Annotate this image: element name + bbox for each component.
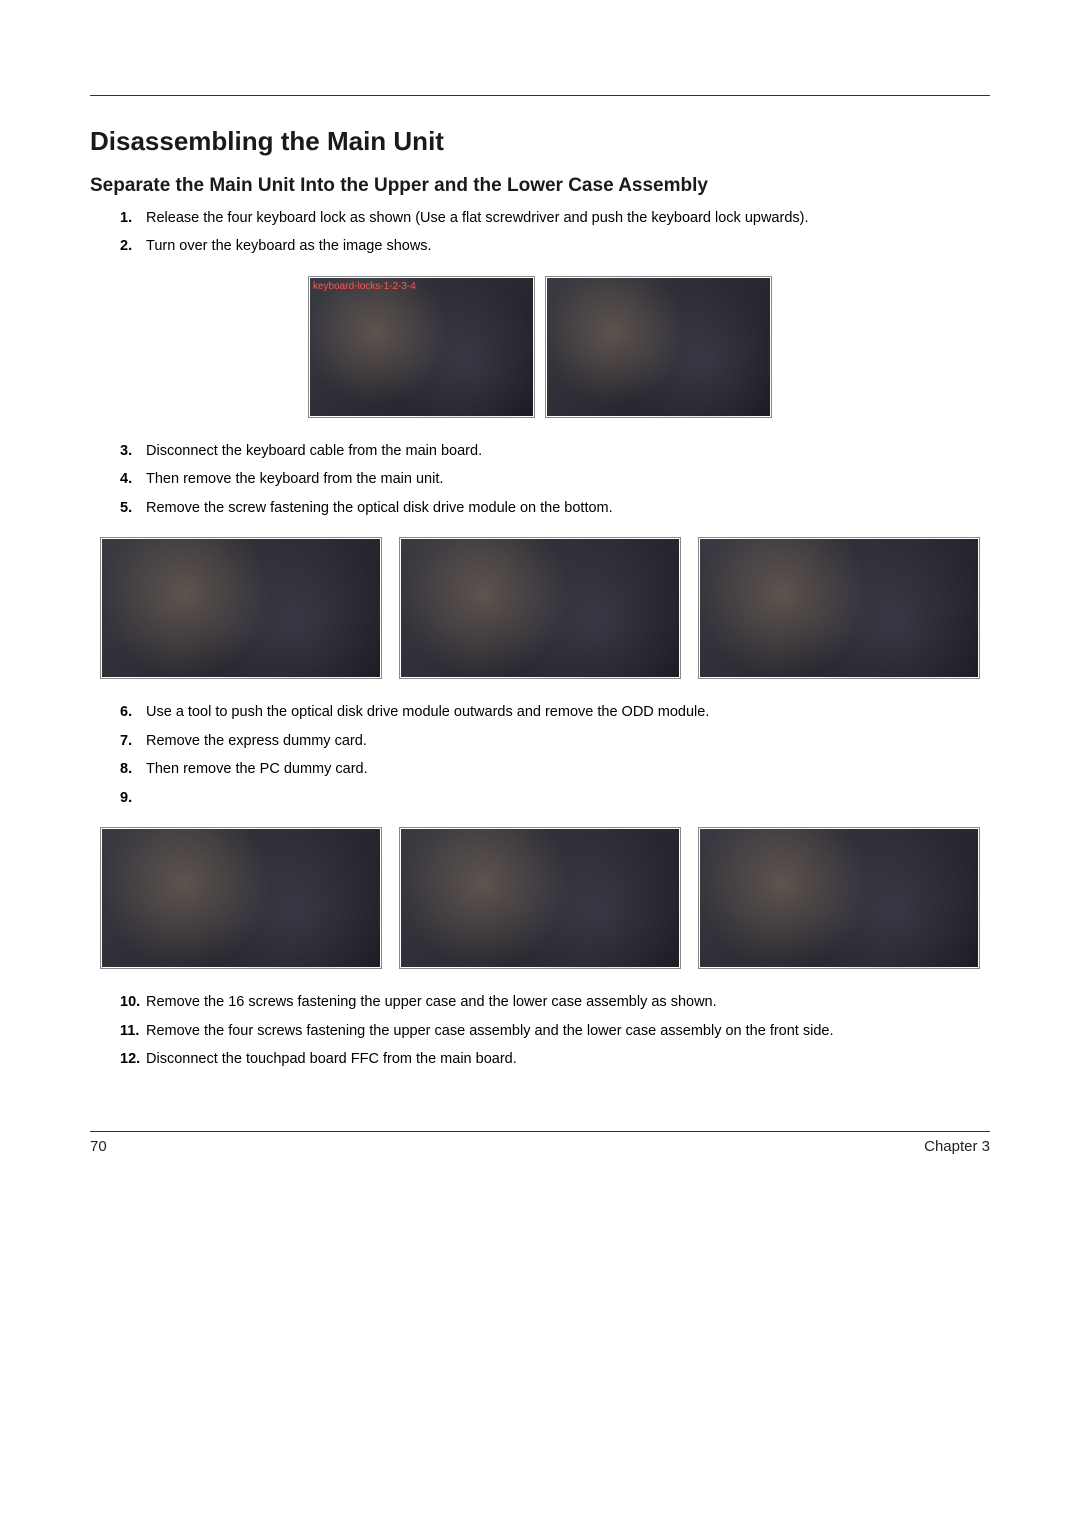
step-item: 2. Turn over the keyboard as the image s… [120, 235, 990, 257]
step-text: Remove the screw fastening the optical d… [146, 497, 990, 519]
section-title-h2: Separate the Main Unit Into the Upper an… [90, 175, 990, 197]
figure-remove-cable [100, 537, 382, 679]
page-footer: 70 Chapter 3 [90, 1138, 990, 1155]
step-text: Disconnect the touchpad board FFC from t… [146, 1048, 990, 1070]
step-text: Turn over the keyboard as the image show… [146, 235, 990, 257]
step-item: 4. Then remove the keyboard from the mai… [120, 468, 990, 490]
step-item: 10. Remove the 16 screws fastening the u… [120, 991, 990, 1013]
step-number: 1. [120, 207, 146, 229]
figure-express-dummy [399, 827, 681, 969]
chapter-label: Chapter 3 [924, 1138, 990, 1155]
step-list-a: 1. Release the four keyboard lock as sho… [120, 207, 990, 258]
step-number: 7. [120, 730, 146, 752]
step-item: 1. Release the four keyboard lock as sho… [120, 207, 990, 229]
step-text: Then remove the PC dummy card. [146, 758, 990, 780]
step-number: 5. [120, 497, 146, 519]
step-number: 8. [120, 758, 146, 780]
page-title-h1: Disassembling the Main Unit [90, 126, 990, 157]
step-number: 4. [120, 468, 146, 490]
step-list-b: 3. Disconnect the keyboard cable from th… [120, 440, 990, 519]
step-text: Remove the 16 screws fastening the upper… [146, 991, 990, 1013]
step-item: 12. Disconnect the touchpad board FFC fr… [120, 1048, 990, 1070]
top-rule [90, 95, 990, 96]
step-number: 10. [120, 991, 146, 1013]
figure-overlay-label: keyboard-locks-1-2-3-4 [313, 281, 416, 292]
step-item: 5. Remove the screw fastening the optica… [120, 497, 990, 519]
figure-keyboard-flip: keyboard-flipped-open [545, 276, 772, 418]
figure-row-3 [100, 827, 980, 969]
step-item: 6. Use a tool to push the optical disk d… [120, 701, 990, 723]
figure-keyboard-locks: keyboard-locks-1-2-3-4 [308, 276, 535, 418]
step-item: 3. Disconnect the keyboard cable from th… [120, 440, 990, 462]
figure-odd-screw [698, 537, 980, 679]
step-list-c: 6. Use a tool to push the optical disk d… [120, 701, 990, 809]
step-text: Use a tool to push the optical disk driv… [146, 701, 990, 723]
step-item: 7. Remove the express dummy card. [120, 730, 990, 752]
bottom-rule [90, 1131, 990, 1132]
step-item: 8. Then remove the PC dummy card. [120, 758, 990, 780]
figure-pc-dummy [698, 827, 980, 969]
step-number: 9. [120, 787, 146, 809]
step-number: 3. [120, 440, 146, 462]
step-text: Disconnect the keyboard cable from the m… [146, 440, 990, 462]
step-number: 12. [120, 1048, 146, 1070]
step-number: 6. [120, 701, 146, 723]
step-text: Remove the express dummy card. [146, 730, 990, 752]
figure-row-2 [100, 537, 980, 679]
step-list-d: 10. Remove the 16 screws fastening the u… [120, 991, 990, 1070]
figure-lift-keyboard [399, 537, 681, 679]
step-text: Then remove the keyboard from the main u… [146, 468, 990, 490]
step-text [146, 787, 990, 809]
page-number: 70 [90, 1138, 107, 1155]
step-item: 9. [120, 787, 990, 809]
step-text: Release the four keyboard lock as shown … [146, 207, 990, 229]
figure-row-1: keyboard-locks-1-2-3-4 keyboard-flipped-… [90, 276, 990, 418]
step-item: 11. Remove the four screws fastening the… [120, 1020, 990, 1042]
figure-push-odd [100, 827, 382, 969]
document-page: Disassembling the Main Unit Separate the… [0, 0, 1080, 1528]
step-text: Remove the four screws fastening the upp… [146, 1020, 990, 1042]
step-number: 11. [120, 1020, 146, 1042]
step-number: 2. [120, 235, 146, 257]
